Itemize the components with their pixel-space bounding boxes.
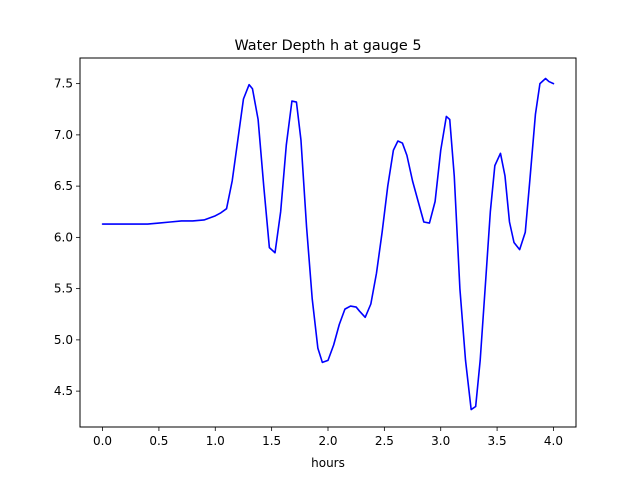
y-tick-label: 6.5 [54, 179, 73, 193]
x-tick-label: 1.0 [206, 434, 225, 448]
x-tick-label: 3.0 [431, 434, 450, 448]
y-tick-label: 7.0 [54, 128, 73, 142]
x-tick-label: 2.0 [318, 434, 337, 448]
x-tick-label: 0.5 [149, 434, 168, 448]
x-tick-label: 2.5 [375, 434, 394, 448]
chart-title: Water Depth h at gauge 5 [234, 38, 421, 54]
x-axis-label: hours [311, 456, 345, 470]
y-tick-label: 5.0 [54, 333, 73, 347]
series-line [101, 77, 555, 411]
x-tick-label: 4.0 [544, 434, 563, 448]
x-tick-label: 0.0 [93, 434, 112, 448]
y-tick-label: 6.0 [54, 230, 73, 244]
y-tick-label: 5.5 [54, 282, 73, 296]
x-tick-label: 3.5 [488, 434, 507, 448]
y-tick-label: 4.5 [54, 384, 73, 398]
x-tick-label: 1.5 [262, 434, 281, 448]
y-tick-label: 7.5 [54, 77, 73, 91]
